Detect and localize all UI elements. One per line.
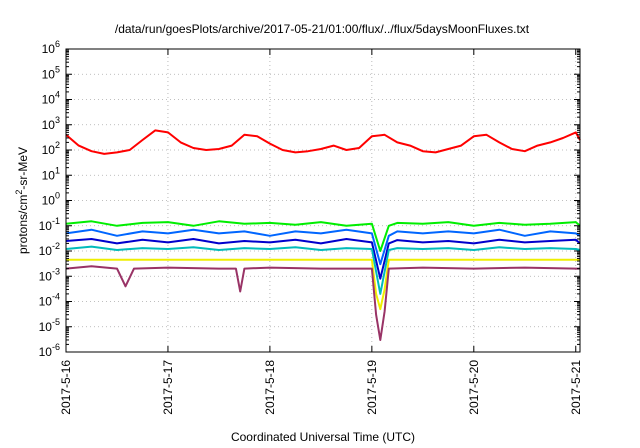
x-tick-label: 2017-5-21: [569, 360, 583, 415]
y-tick-base: 10: [42, 168, 56, 182]
y-axis-label: protons/cm2-sr-MeV: [14, 147, 30, 254]
axis-ticks: 10-610-510-410-310-210-11001011021031041…: [39, 39, 583, 415]
chart-title: /data/run/goesPlots/archive/2017-05-21/0…: [115, 22, 530, 36]
x-tick-label: 2017-5-17: [161, 360, 175, 415]
y-axis-label-prefix: protons/cm: [16, 195, 30, 254]
series-line-2: [65, 220, 581, 252]
x-tick-label: 2017-5-16: [59, 360, 73, 415]
y-tick-base: 10: [39, 219, 53, 233]
y-tick-exponent: 5: [55, 64, 60, 74]
x-tick-label: 2017-5-18: [263, 360, 277, 415]
y-tick-base: 10: [39, 244, 53, 258]
y-tick-label: 102: [42, 140, 60, 157]
y-tick-label: 10-2: [39, 241, 60, 258]
y-tick-label: 10-5: [39, 317, 60, 334]
series-line-6: [66, 258, 580, 311]
series-line-7: [65, 265, 580, 341]
y-tick-base: 10: [39, 295, 53, 309]
y-tick-exponent: 1: [55, 165, 60, 175]
series-line-4: [65, 238, 581, 280]
y-tick-exponent: -3: [52, 266, 60, 276]
y-tick-label: 10-3: [39, 266, 60, 283]
y-tick-exponent: -4: [52, 292, 60, 302]
y-tick-base: 10: [39, 320, 53, 334]
y-tick-label: 106: [42, 39, 60, 56]
x-tick-label: 2017-5-20: [467, 360, 481, 415]
series-line-1: [65, 129, 581, 155]
y-tick-base: 10: [39, 269, 53, 283]
y-tick-base: 10: [42, 143, 56, 157]
y-tick-exponent: -6: [52, 342, 60, 352]
y-tick-exponent: 6: [55, 39, 60, 49]
y-tick-exponent: 4: [55, 90, 60, 100]
y-tick-label: 104: [42, 90, 60, 107]
grid-lines: [66, 49, 580, 352]
y-tick-label: 10-1: [39, 216, 60, 233]
y-tick-label: 100: [42, 191, 60, 208]
y-tick-exponent: -2: [52, 241, 60, 251]
y-tick-label: 105: [42, 64, 60, 81]
y-tick-label: 101: [42, 165, 60, 182]
y-tick-base: 10: [42, 194, 56, 208]
y-tick-exponent: 3: [55, 115, 60, 125]
y-axis-label-suffix: -sr-MeV: [16, 147, 30, 190]
y-tick-exponent: -5: [52, 317, 60, 327]
y-tick-label: 10-6: [39, 342, 60, 359]
y-tick-base: 10: [42, 93, 56, 107]
data-series: [65, 129, 581, 341]
y-tick-exponent: 0: [55, 191, 60, 201]
series-line-5: [65, 245, 581, 295]
y-tick-base: 10: [42, 118, 56, 132]
y-axis-label-sup: 2: [14, 190, 24, 195]
y-tick-label: 103: [42, 115, 60, 132]
y-tick-exponent: 2: [55, 140, 60, 150]
y-tick-base: 10: [39, 345, 53, 359]
y-tick-exponent: -1: [52, 216, 60, 226]
x-axis-label: Coordinated Universal Time (UTC): [231, 430, 415, 444]
y-tick-label: 10-4: [39, 292, 60, 309]
series-line-3: [65, 228, 581, 266]
x-tick-label: 2017-5-19: [365, 360, 379, 415]
y-tick-base: 10: [42, 42, 56, 56]
y-tick-base: 10: [42, 67, 56, 81]
